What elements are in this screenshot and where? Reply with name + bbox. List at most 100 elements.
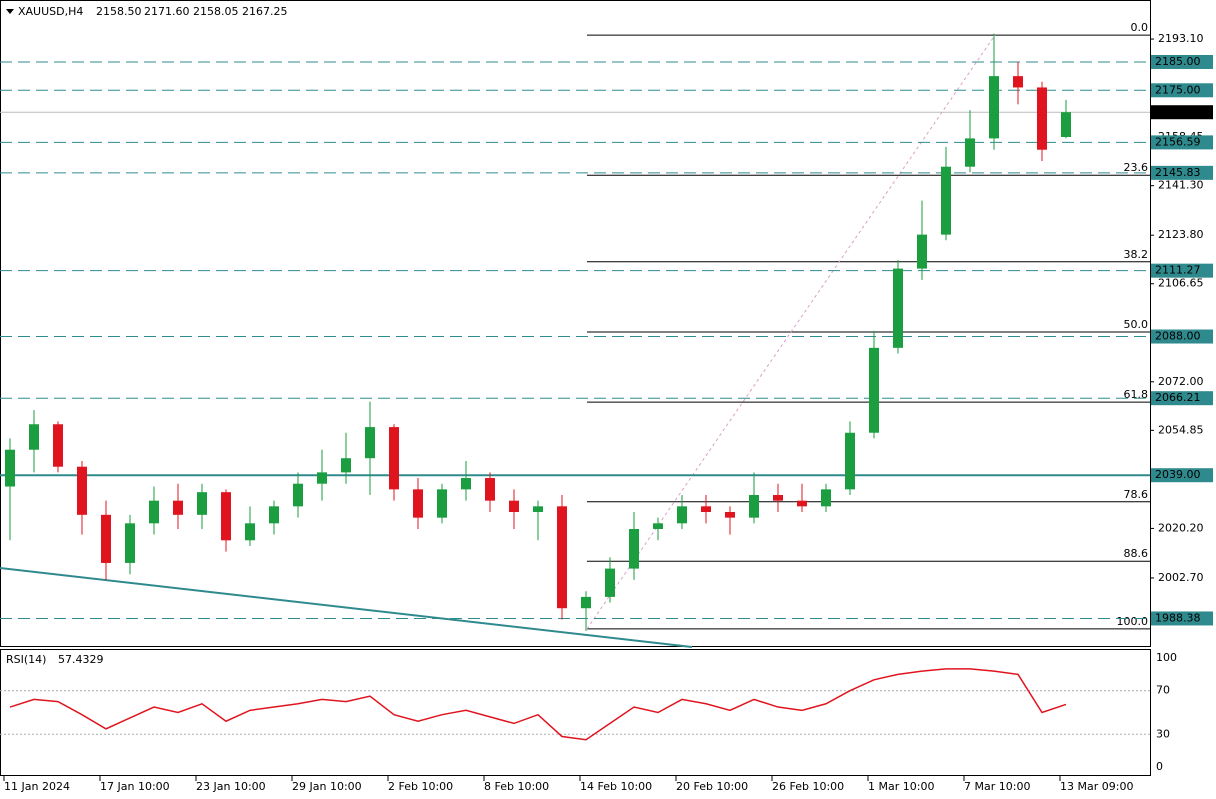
candle-body [917, 234, 927, 269]
x-tick-label: 1 Mar 10:00 [868, 780, 934, 793]
candle-body [725, 511, 735, 518]
level-tag-label: 2066.21 [1155, 391, 1201, 404]
candle-body [317, 472, 327, 484]
level-tag [1151, 329, 1213, 344]
trendline [0, 567, 693, 648]
candle-body [1013, 76, 1023, 88]
candle-body [413, 489, 423, 518]
candle-body [5, 449, 15, 487]
candle-body [821, 489, 831, 507]
candle-body [293, 483, 303, 507]
fib-label: 61.8 [1124, 388, 1149, 401]
x-tick-label: 8 Feb 10:00 [484, 780, 549, 793]
y-tick-label: 2002.70 [1158, 571, 1204, 584]
candle-body [989, 76, 999, 139]
candle-body [77, 466, 87, 515]
y-tick-label: 2141.30 [1158, 179, 1204, 192]
candle-body [437, 489, 447, 518]
x-tick-label: 29 Jan 10:00 [292, 780, 362, 793]
candle-body [509, 500, 519, 512]
x-tick-label: 14 Feb 10:00 [580, 780, 652, 793]
level-tag [1151, 165, 1213, 180]
level-tag [1151, 105, 1213, 120]
candle-body [365, 427, 375, 459]
y-tick-label: 2106.65 [1158, 277, 1204, 290]
level-tag [1151, 391, 1213, 406]
ohlc-low: 2158.05 [193, 5, 239, 18]
candle-body [341, 458, 351, 473]
rsi-panel [0, 649, 1151, 776]
fib-diagonal [586, 34, 996, 630]
candle-body [533, 506, 543, 512]
candle-body [485, 478, 495, 501]
level-tag-label: 2145.83 [1155, 166, 1201, 179]
candle-body [773, 495, 783, 501]
fib-label: 50.0 [1124, 318, 1149, 331]
x-tick-label: 23 Jan 10:00 [196, 780, 266, 793]
ohlc-open: 2158.50 [96, 5, 142, 18]
candle-body [125, 523, 135, 563]
main-panel [0, 0, 1151, 647]
x-tick-label: 13 Mar 09:00 [1060, 780, 1133, 793]
fib-label: 23.6 [1124, 161, 1149, 174]
fib-label: 78.6 [1124, 488, 1149, 501]
candle-body [749, 495, 759, 518]
level-tag-label: 2167.25 [1155, 105, 1201, 118]
y-tick-label: 2020.20 [1158, 521, 1204, 534]
candle-body [557, 506, 567, 609]
y-tick-label: 2123.80 [1158, 228, 1204, 241]
ohlc-high: 2171.60 [144, 5, 190, 18]
fib-label: 88.6 [1124, 547, 1149, 560]
x-tick-label: 7 Mar 10:00 [964, 780, 1030, 793]
candle-body [893, 268, 903, 348]
level-tag-label: 2156.59 [1155, 135, 1201, 148]
candle-body [197, 492, 207, 515]
rsi-line [9, 668, 1067, 741]
rsi-tick-label: 30 [1156, 727, 1170, 740]
level-tag-label: 2088.00 [1155, 330, 1201, 343]
level-tag-label: 1988.38 [1155, 611, 1201, 624]
candle-body [965, 138, 975, 167]
rsi-tick-label: 100 [1156, 651, 1177, 664]
rsi-tick-label: 70 [1156, 684, 1170, 697]
candle-body [1061, 112, 1071, 137]
level-tag-label: 2111.27 [1155, 264, 1201, 277]
candle-body [269, 506, 279, 524]
fib-label: 38.2 [1124, 248, 1149, 261]
level-tag [1151, 468, 1213, 483]
y-tick-label: 2193.10 [1158, 32, 1204, 45]
candle-body [221, 492, 231, 541]
fib-label: 100.0 [1117, 615, 1149, 628]
candle-body [581, 596, 591, 609]
x-tick-label: 2 Feb 10:00 [388, 780, 453, 793]
ohlc-close: 2167.25 [242, 5, 288, 18]
level-tag-label: 2175.00 [1155, 83, 1201, 96]
level-tag [1151, 611, 1213, 626]
candle-body [461, 478, 471, 490]
level-tag [1151, 54, 1213, 69]
candle-body [389, 427, 399, 490]
level-tag [1151, 135, 1213, 150]
x-tick-label: 17 Jan 10:00 [100, 780, 170, 793]
candle-body [869, 347, 879, 433]
candle-body [101, 514, 111, 563]
candle-body [797, 500, 807, 507]
x-tick-label: 20 Feb 10:00 [676, 780, 748, 793]
level-tag-label: 2039.00 [1155, 468, 1201, 481]
candle-body [53, 424, 63, 467]
x-tick-label: 11 Jan 2024 [4, 780, 70, 793]
y-tick-label: 2072.00 [1158, 375, 1204, 388]
candle-body [605, 568, 615, 597]
candle-body [1037, 87, 1047, 150]
rsi-title: RSI(14) [6, 653, 46, 666]
candle-body [701, 506, 711, 512]
symbol: XAUUSD,H4 [18, 5, 83, 18]
candle-body [149, 500, 159, 524]
level-tag-label: 2185.00 [1155, 55, 1201, 68]
candle-body [29, 424, 39, 450]
candle-body [941, 166, 951, 235]
menu-arrow[interactable] [6, 9, 14, 14]
x-tick-label: 26 Feb 10:00 [772, 780, 844, 793]
y-tick-label: 2054.85 [1158, 423, 1204, 436]
